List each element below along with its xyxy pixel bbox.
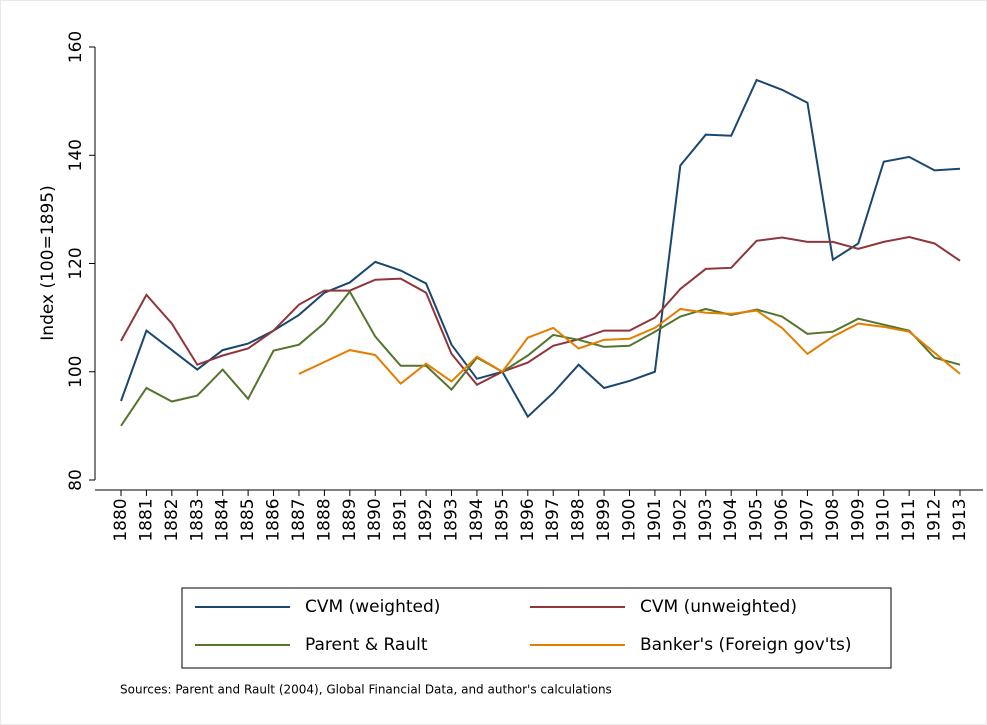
series-line [298, 307, 961, 386]
x-tick-label: 1886 [264, 498, 284, 541]
x-tick-label: 1908 [823, 498, 843, 541]
x-tick-label: 1906 [772, 498, 792, 541]
x-tick-label: 1899 [594, 498, 614, 541]
x-tick-label: 1882 [162, 498, 182, 541]
x-tick-label: 1892 [416, 498, 436, 541]
x-tick-label: 1901 [645, 498, 665, 541]
x-tick-label: 1881 [136, 498, 156, 541]
x-tick-label: 1903 [696, 498, 716, 541]
x-tick-label: 1902 [670, 498, 690, 541]
x-tick-label: 1904 [721, 498, 741, 541]
x-tick-label: 1883 [187, 498, 207, 541]
x-tick-label: 1887 [289, 498, 309, 541]
legend [181, 587, 892, 669]
y-tick-label: 100 [66, 356, 86, 388]
x-tick-label: 1885 [238, 498, 258, 541]
series-line [120, 78, 961, 419]
y-tick-label: 120 [66, 247, 86, 279]
y-tick-label: 80 [66, 469, 86, 491]
x-tick-label: 1880 [111, 498, 131, 541]
series-line [120, 289, 961, 427]
x-tick-label: 1894 [467, 498, 487, 541]
y-tick-label: 160 [66, 31, 86, 63]
x-tick-label: 1911 [899, 498, 919, 541]
legend-label: Parent & Rault [305, 635, 428, 655]
y-axis-title: Index (100=1895) [38, 185, 58, 340]
series-line [120, 235, 961, 386]
x-tick-label: 1896 [518, 498, 538, 541]
x-tick-label: 1889 [340, 498, 360, 541]
x-tick-label: 1905 [747, 498, 767, 541]
legend-label: Banker's (Foreign gov'ts) [640, 635, 852, 655]
x-tick-label: 1893 [442, 498, 462, 541]
legend-label: CVM (unweighted) [640, 597, 797, 617]
x-tick-label: 1898 [569, 498, 589, 541]
x-tick-label: 1897 [543, 498, 563, 541]
x-tick-label: 1895 [492, 498, 512, 541]
x-tick-label: 1910 [874, 498, 894, 541]
x-tick-label: 1912 [925, 498, 945, 541]
x-tick-label: 1900 [619, 498, 639, 541]
x-tick-label: 1907 [797, 498, 817, 541]
legend-label: CVM (weighted) [305, 597, 440, 617]
source-note: Sources: Parent and Rault (2004), Global… [120, 683, 612, 697]
y-tick-label: 140 [66, 139, 86, 171]
x-tick-label: 1888 [314, 498, 334, 541]
x-tick-label: 1909 [848, 498, 868, 541]
x-tick-label: 1891 [391, 498, 411, 541]
x-tick-label: 1890 [365, 498, 385, 541]
x-tick-label: 1913 [950, 498, 970, 541]
x-tick-label: 1884 [213, 498, 233, 541]
